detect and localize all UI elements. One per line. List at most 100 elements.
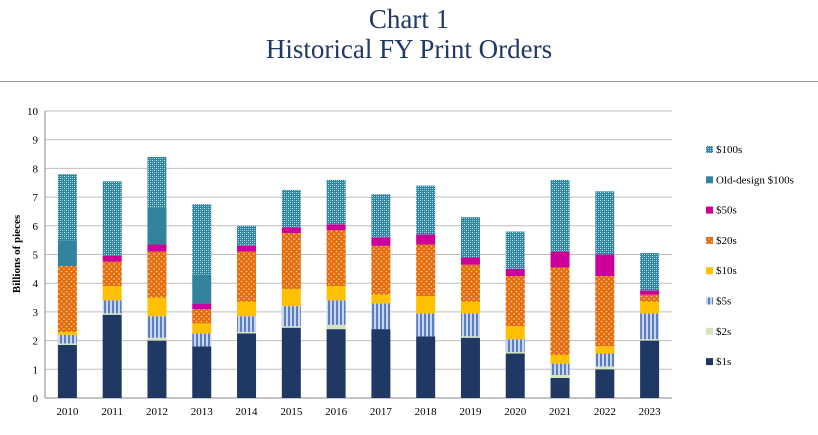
bar-segment-usd10s xyxy=(371,294,391,304)
bar-segment-usd1s xyxy=(505,353,525,398)
legend: $100s Old-design $100s $50s $20s $10s $5s $2s $… xyxy=(706,144,794,368)
bar-segment-usd100s xyxy=(371,194,391,238)
y-tick-label: 7 xyxy=(33,192,39,204)
bar-segment-usd5s xyxy=(281,306,301,327)
bar-segment-usd2s xyxy=(550,375,570,378)
bar-segment-usd5s xyxy=(460,313,480,337)
bar-segment-usd10s xyxy=(237,301,257,317)
bar-segment-usd5s xyxy=(57,334,77,344)
bars xyxy=(57,156,660,398)
bar-segment-usd50s xyxy=(460,257,480,265)
bar-segment-usd1s xyxy=(371,329,391,398)
y-tick-label: 9 xyxy=(33,135,39,147)
bar-segment-usd50s xyxy=(550,251,570,268)
x-tick-label: 2014 xyxy=(236,406,259,418)
legend-label-old-design-usd100s: Old-design $100s xyxy=(716,174,794,186)
y-tick-label: 1 xyxy=(33,364,39,376)
bar-segment-usd100s xyxy=(237,225,257,246)
legend-swatch-usd50s xyxy=(706,206,713,214)
legend-label-usd100s: $100s xyxy=(716,144,742,156)
bar-segment-usd100s xyxy=(102,181,122,256)
bar-segment-usd50s xyxy=(192,303,212,310)
bar-segment-usd10s xyxy=(550,354,570,364)
bar-segment-usd10s xyxy=(57,331,77,335)
bar-segment-usd10s xyxy=(192,323,212,334)
bar-segment-usd20s xyxy=(371,245,391,295)
bar-segment-usd2s xyxy=(640,339,660,341)
bar-segment-usd20s xyxy=(460,264,480,302)
bar-segment-usd20s xyxy=(102,261,122,287)
y-tick-labels: 0 1 2 3 4 5 6 7 8 9 10 xyxy=(27,106,39,405)
x-tick-label: 2015 xyxy=(280,406,303,418)
bar-segment-usd10s xyxy=(416,296,436,314)
bar-segment-usd100s xyxy=(505,231,525,269)
x-tick-label: 2019 xyxy=(459,406,482,418)
bar-segment-usd5s xyxy=(192,333,212,347)
grid-lines xyxy=(45,110,672,370)
bar-segment-usd20s xyxy=(416,244,436,297)
legend-label-usd2s: $2s xyxy=(716,326,731,338)
bar-segment-usd2s xyxy=(326,324,346,330)
legend-label-usd50s: $50s xyxy=(716,205,737,217)
bar-segment-usd20s xyxy=(640,294,660,302)
chart-title-block: Chart 1 Historical FY Print Orders xyxy=(0,4,818,64)
bar-segment-usd100s xyxy=(550,179,570,252)
bar-segment-usd1s xyxy=(640,340,660,398)
bar-segment-usd20s xyxy=(281,232,301,289)
bar-segment-usd5s xyxy=(505,339,525,353)
bar-segment-usd20s xyxy=(147,251,167,298)
bar-segment-usd20s xyxy=(192,309,212,324)
bar-segment-usd1s xyxy=(416,336,436,398)
legend-swatch-old-design-usd100s xyxy=(706,176,713,184)
bar-segment-usd5s xyxy=(371,303,391,330)
legend-swatch-usd10s xyxy=(706,267,713,275)
x-tick-label: 2022 xyxy=(594,406,616,418)
x-tick-label: 2017 xyxy=(370,406,393,418)
y-tick-label: 10 xyxy=(27,106,39,118)
bar-segment-usd5s xyxy=(640,313,660,340)
x-tick-labels: 2010 2011 2012 2013 2014 2015 2016 2017 2018 2019… xyxy=(56,406,661,418)
bar-segment-usd5s xyxy=(102,300,122,314)
bar-segment-usd100s xyxy=(595,191,615,255)
bar-segment-usd50s xyxy=(147,244,167,252)
legend-swatch-usd2s xyxy=(706,327,713,335)
y-tick-label: 6 xyxy=(33,221,39,233)
bar-segment-usd10s xyxy=(326,286,346,301)
bar-segment-usd20s xyxy=(550,267,570,355)
x-tick-label: 2012 xyxy=(146,406,168,418)
bar-segment-usd100s xyxy=(57,174,77,241)
x-tick-label: 2018 xyxy=(415,406,438,418)
bar-segment-usd1s xyxy=(281,327,301,398)
y-tick-label: 0 xyxy=(33,393,39,405)
bar-segment-usd1s xyxy=(460,337,480,398)
bar-segment-usd1s xyxy=(326,329,346,398)
x-tick-label: 2023 xyxy=(639,406,662,418)
bar-segment-usd50s xyxy=(640,290,660,295)
y-tick-label: 4 xyxy=(33,278,39,290)
bar-segment-usd5s xyxy=(595,353,615,367)
bar-segment-usd50s xyxy=(371,237,391,246)
bar-segment-usd10s xyxy=(102,286,122,301)
bar-segment-old-design-usd100s xyxy=(147,207,167,245)
bar-segment-usd100s xyxy=(640,253,660,291)
legend-label-usd1s: $1s xyxy=(716,356,731,368)
x-tick-label: 2013 xyxy=(191,406,214,418)
legend-swatch-usd1s xyxy=(706,358,713,366)
bar-segment-usd100s xyxy=(416,185,436,235)
y-tick-label: 8 xyxy=(33,163,39,175)
x-tick-label: 2020 xyxy=(504,406,527,418)
bar-segment-usd10s xyxy=(281,288,301,307)
bar-segment-usd50s xyxy=(595,254,615,277)
bar-segment-usd20s xyxy=(595,276,615,347)
bar-segment-usd10s xyxy=(595,346,615,354)
bar-segment-usd2s xyxy=(102,313,122,315)
bar-segment-usd100s xyxy=(192,204,212,275)
bar-segment-usd5s xyxy=(326,300,346,325)
bar-segment-usd5s xyxy=(550,363,570,376)
y-tick-label: 3 xyxy=(33,307,39,319)
x-tick-label: 2016 xyxy=(325,406,348,418)
bar-segment-usd100s xyxy=(460,217,480,258)
bar-segment-usd50s xyxy=(326,224,346,231)
legend-swatch-usd20s xyxy=(706,236,713,244)
